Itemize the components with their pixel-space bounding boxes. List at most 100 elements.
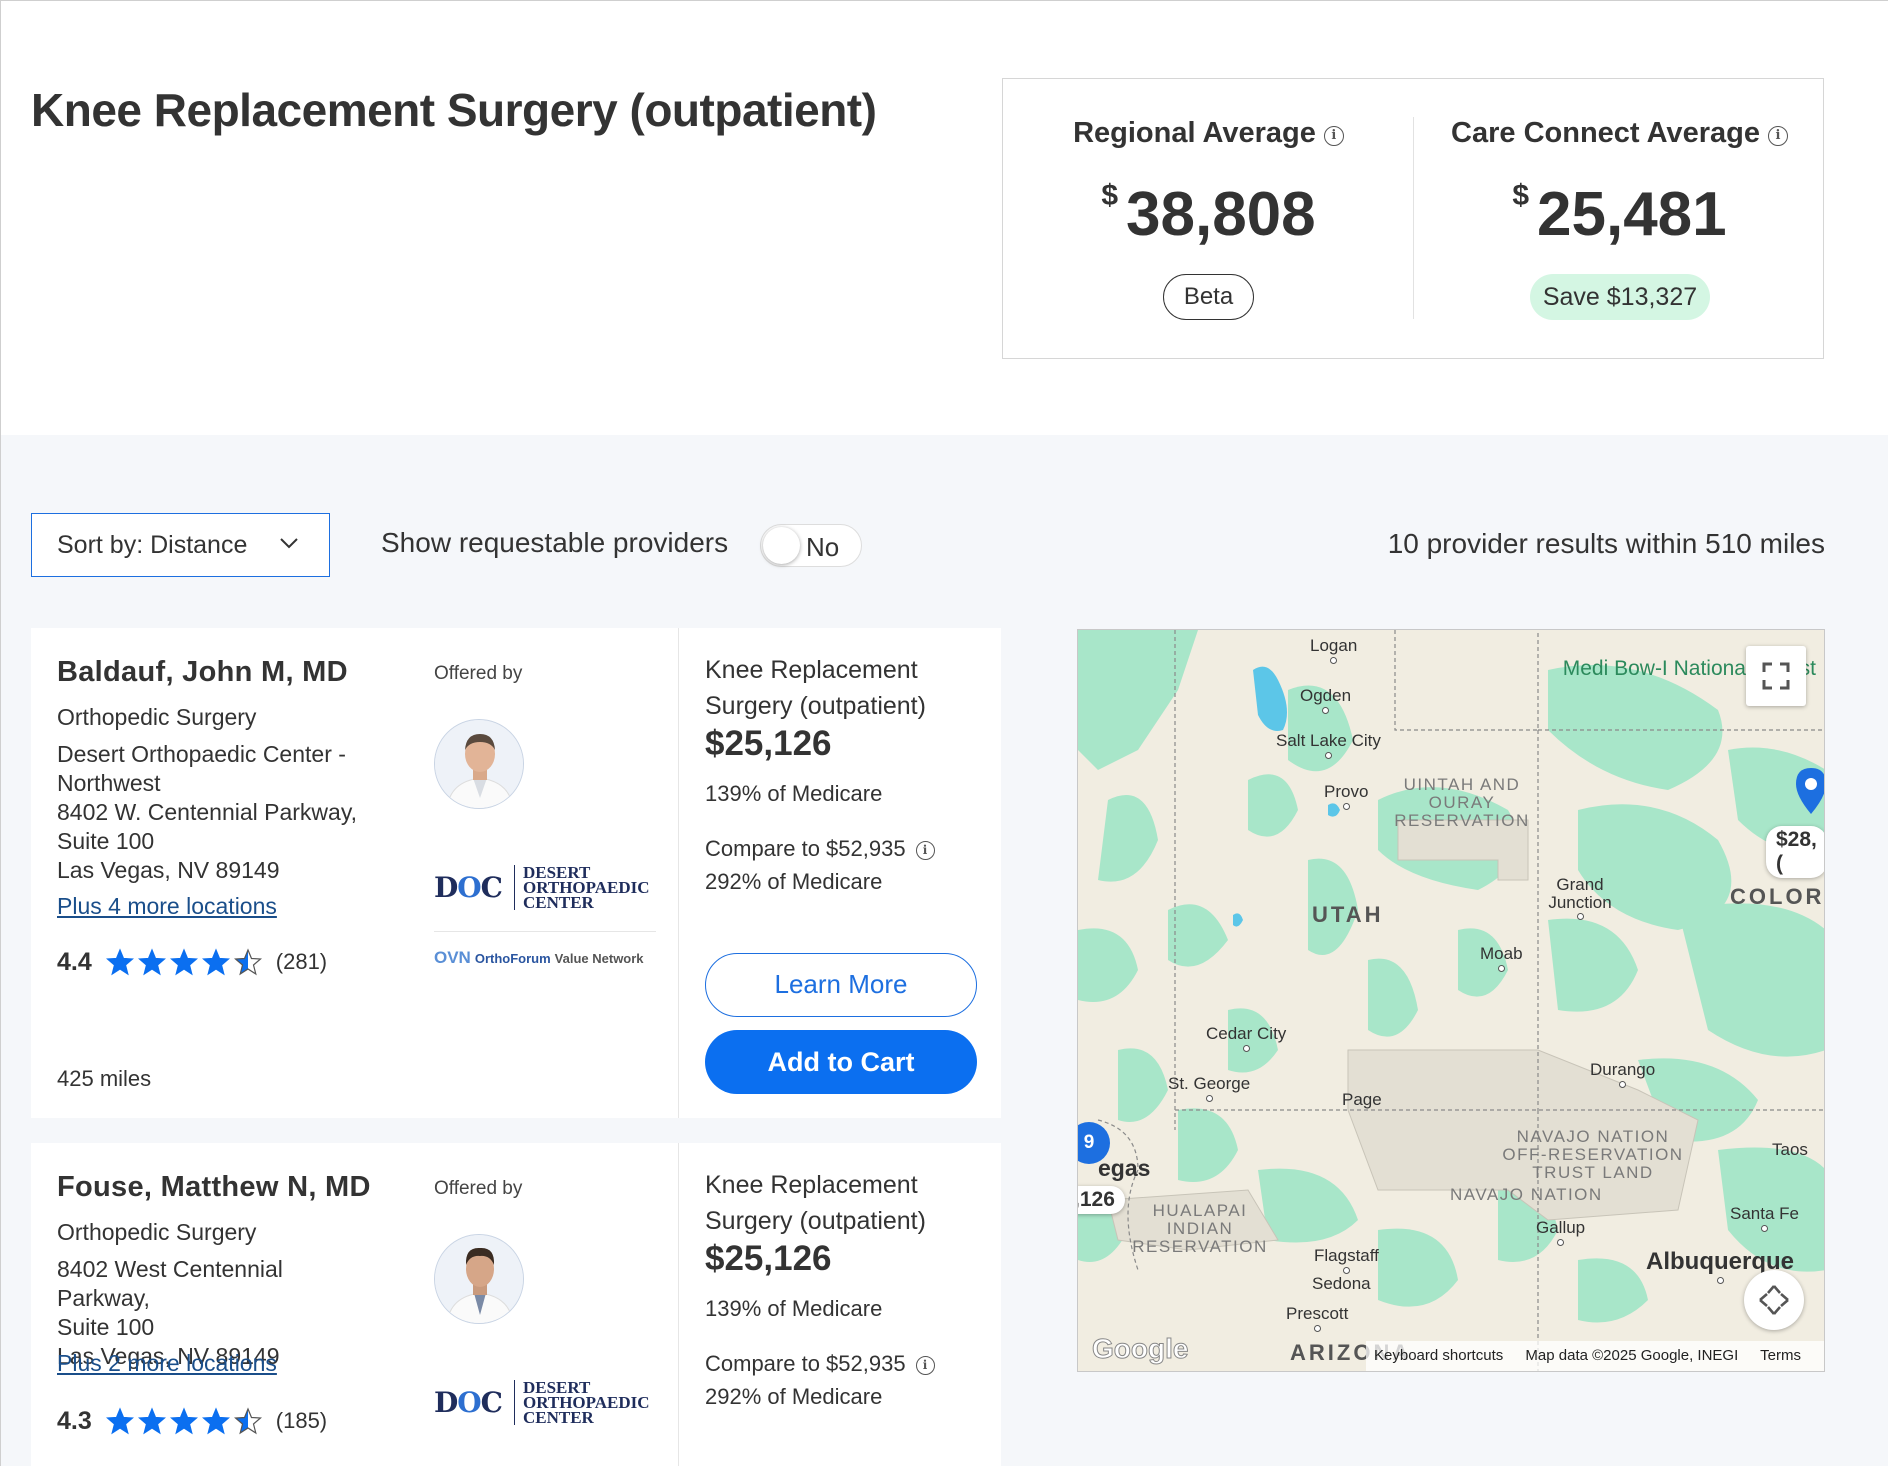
star-icon [169, 1407, 198, 1435]
city-label: Sedona [1312, 1274, 1371, 1293]
fullscreen-icon [1762, 662, 1790, 690]
state-label: UTAH [1312, 902, 1384, 927]
regional-average-label: Regional Average [1073, 117, 1316, 149]
divider [1413, 117, 1414, 319]
city-label: Durango [1590, 1060, 1655, 1088]
header-section: Knee Replacement Surgery (outpatient) Re… [1, 1, 1888, 435]
provider-photo [434, 1234, 524, 1324]
provider-address: 8402 West Centennial Parkway, Suite 100 … [57, 1256, 283, 1369]
city-label: St. George [1168, 1074, 1250, 1102]
provider-name[interactable]: Baldauf, John M, MD [57, 656, 348, 688]
keyboard-shortcuts-link[interactable]: Keyboard shortcuts [1374, 1347, 1504, 1364]
beta-badge: Beta [1163, 274, 1254, 320]
city-label: Gallup [1536, 1218, 1585, 1246]
regional-average-panel: Regional Average i $38,808 Beta [1003, 79, 1414, 358]
procedure-price: $25,126 [705, 1239, 832, 1278]
compare-price: Compare to $52,935 i [705, 1351, 935, 1377]
provider-specialty: Orthopedic Surgery [57, 704, 257, 730]
offered-by-label: Offered by [434, 1178, 523, 1199]
info-icon[interactable]: i [915, 841, 935, 860]
info-icon[interactable]: i [1323, 126, 1344, 146]
star-rating [105, 1407, 266, 1435]
map-pin-icon[interactable] [1794, 766, 1825, 816]
review-count[interactable]: (281) [275, 949, 328, 974]
regional-average-amount: 38,808 [1126, 180, 1316, 249]
city-label: Ogden [1300, 686, 1351, 714]
info-icon[interactable]: i [915, 1356, 935, 1375]
medicare-percent: 139% of Medicare [705, 781, 883, 806]
desert-orthopaedic-logo: DOC DESERT ORTHOPAEDIC CENTER [434, 1378, 650, 1427]
city-label: Santa Fe [1730, 1204, 1799, 1232]
provider-address: Desert Orthopaedic Center - Northwest 84… [57, 741, 358, 883]
review-count[interactable]: (185) [275, 1408, 328, 1433]
care-connect-average-panel: Care Connect Average i $25,481 Save $13,3… [1414, 79, 1825, 358]
results-count: 10 provider results within 510 miles [1387, 528, 1825, 559]
star-icon [105, 1407, 134, 1435]
info-icon[interactable]: i [1767, 126, 1788, 146]
requestable-providers-toggle[interactable]: No [760, 524, 862, 567]
procedure-name: Knee Replacement Surgery (outpatient) [705, 1171, 926, 1235]
city-label: egas [1098, 1155, 1151, 1181]
rating-value: 4.3 [57, 1406, 92, 1435]
map-attribution: Keyboard shortcuts Map data ©2025 Google… [1366, 1341, 1824, 1371]
sort-label: Sort by: Distance [57, 531, 248, 559]
city-label: Prescott [1286, 1304, 1348, 1332]
star-icon [105, 948, 134, 976]
star-icon [169, 948, 198, 976]
region-label: HUALAPAI INDIAN RESERVATION [1132, 1201, 1268, 1256]
recenter-icon [1759, 1285, 1789, 1315]
more-locations-link[interactable]: Plus 4 more locations [57, 893, 277, 919]
map-price-tag[interactable]: ,126 [1078, 1186, 1125, 1214]
city-label: Page [1342, 1090, 1382, 1109]
chevron-down-icon [280, 538, 298, 549]
city-label: Albuquerque [1646, 1248, 1794, 1284]
desert-orthopaedic-logo: DOC DESERT ORTHOPAEDIC CENTER [434, 863, 650, 912]
star-icon [137, 1407, 166, 1435]
distance: 425 miles [57, 1066, 152, 1091]
city-label: Moab [1480, 944, 1523, 972]
divider [678, 1143, 679, 1466]
star-icon [233, 948, 262, 976]
procedure-name: Knee Replacement Surgery (outpatient) [705, 656, 926, 720]
star-icon [201, 948, 230, 976]
toggle-knob [763, 527, 800, 564]
rating: 4.3 (185) [57, 1406, 327, 1436]
city-label: Provo [1324, 782, 1368, 810]
orthoforum-logo: OVN OrthoForum Value Network [434, 948, 644, 967]
city-label: Cedar City [1206, 1024, 1286, 1052]
map-terrain [1078, 630, 1824, 1371]
provider-specialty: Orthopedic Surgery [57, 1219, 257, 1245]
rating: 4.4 (281) [57, 947, 327, 977]
currency-symbol: $ [1101, 179, 1119, 212]
region-label: NAVAJO NATION OFF-RESERVATION TRUST LAND [1502, 1127, 1684, 1182]
city-label: Taos [1772, 1140, 1808, 1159]
region-label: NAVAJO NATION [1450, 1185, 1603, 1204]
recenter-button[interactable] [1744, 1270, 1804, 1330]
fullscreen-button[interactable] [1746, 646, 1806, 706]
provider-name[interactable]: Fouse, Matthew N, MD [57, 1171, 371, 1203]
sort-dropdown[interactable]: Sort by: Distance [31, 513, 330, 577]
page-title: Knee Replacement Surgery (outpatient) [31, 84, 877, 136]
price-summary-box: Regional Average i $38,808 Beta Care Conn… [1002, 78, 1824, 359]
rating-value: 4.4 [57, 947, 92, 976]
add-to-cart-button[interactable]: Add to Cart [705, 1030, 977, 1094]
provider-map[interactable]: Medi Bow-I National Forest Logan Ogden S… [1077, 629, 1825, 1372]
google-logo: Google [1091, 1333, 1189, 1365]
more-locations-link[interactable]: Plus 2 more locations [57, 1350, 277, 1376]
learn-more-button[interactable]: Learn More [705, 953, 977, 1017]
city-label: Logan [1310, 636, 1357, 664]
provider-card: Baldauf, John M, MD Orthopedic Surgery D… [31, 628, 1001, 1118]
star-icon [201, 1407, 230, 1435]
divider [434, 931, 656, 932]
compare-price: Compare to $52,935 i [705, 836, 935, 862]
map-data-text: Map data ©2025 Google, INEGI [1525, 1347, 1739, 1364]
care-connect-average-amount: 25,481 [1537, 180, 1727, 249]
results-section: Sort by: Distance Show requestable provi… [1, 435, 1888, 1466]
map-price-tag[interactable]: $28,( [1766, 826, 1824, 878]
terms-link[interactable]: Terms [1760, 1347, 1802, 1364]
star-icon [137, 948, 166, 976]
medicare-percent: 139% of Medicare [705, 1296, 883, 1321]
requestable-providers-label: Show requestable providers [381, 527, 729, 558]
compare-medicare-percent: 292% of Medicare [705, 869, 883, 894]
